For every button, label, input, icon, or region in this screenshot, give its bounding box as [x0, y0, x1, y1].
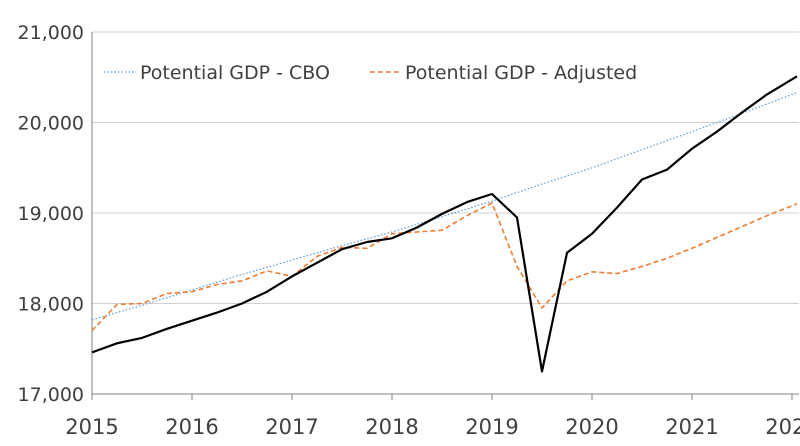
x-tick-label: 2015: [65, 415, 118, 439]
x-tick-label: 2022: [765, 415, 800, 439]
x-tick-label: 2019: [465, 415, 518, 439]
series-line-2: [91, 202, 798, 332]
legend-label-2: Potential GDP - Adjusted: [405, 62, 637, 84]
axes: [91, 32, 799, 400]
y-tick-label: 17,000: [18, 384, 84, 406]
series-line-3: [91, 75, 798, 373]
x-tick-label: 2018: [365, 415, 418, 439]
y-tick-label: 18,000: [18, 294, 84, 316]
x-tick-label: 2016: [165, 415, 218, 439]
y-tick-label: 20,000: [18, 113, 84, 135]
y-tick-label: 19,000: [18, 203, 84, 225]
x-tick-label: 2021: [665, 415, 718, 439]
tick-labels: 17,000 18,000 19,000 20,000 21,000 2015 2016 20…: [18, 22, 800, 439]
x-tick-label: 2020: [565, 415, 618, 439]
y-tick-label: 21,000: [18, 22, 84, 44]
x-tick-label: 2017: [265, 415, 318, 439]
legend-label-1: Potential GDP - CBO: [140, 62, 330, 84]
legend: Potential GDP - CBO Potential GDP - Adjus…: [104, 62, 637, 84]
series-lines: [91, 75, 798, 373]
gridlines: [92, 31, 799, 304]
series-line-1: [91, 92, 798, 321]
